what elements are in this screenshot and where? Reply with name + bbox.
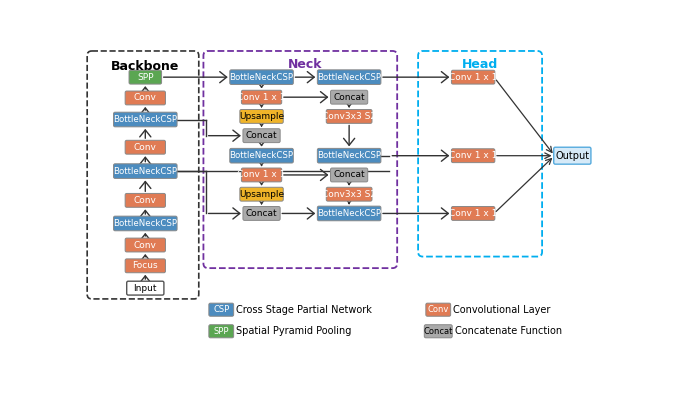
FancyBboxPatch shape: [114, 216, 177, 231]
Text: Conv 1 x 1: Conv 1 x 1: [449, 151, 497, 160]
Text: Upsample: Upsample: [239, 112, 284, 121]
FancyBboxPatch shape: [114, 112, 177, 127]
FancyBboxPatch shape: [426, 303, 451, 316]
Text: Concatenate Function: Concatenate Function: [455, 326, 562, 336]
Text: BottleNeckCSP: BottleNeckCSP: [113, 219, 177, 228]
Text: Head: Head: [462, 59, 498, 71]
FancyBboxPatch shape: [125, 140, 166, 154]
Text: BottleNeckCSP: BottleNeckCSP: [113, 115, 177, 124]
Text: BottleNeckCSP: BottleNeckCSP: [317, 151, 381, 160]
Text: Backbone: Backbone: [111, 60, 179, 73]
FancyBboxPatch shape: [229, 70, 293, 84]
FancyBboxPatch shape: [424, 325, 452, 338]
FancyBboxPatch shape: [125, 259, 166, 273]
Text: BottleNeckCSP: BottleNeckCSP: [229, 73, 294, 82]
FancyBboxPatch shape: [125, 91, 166, 105]
Text: BottleNeckCSP: BottleNeckCSP: [113, 166, 177, 176]
FancyBboxPatch shape: [317, 70, 381, 84]
FancyBboxPatch shape: [125, 238, 166, 252]
Text: SPP: SPP: [137, 73, 153, 82]
FancyBboxPatch shape: [241, 168, 282, 182]
Text: Concat: Concat: [423, 327, 453, 336]
Text: Conv3x3 S2: Conv3x3 S2: [322, 112, 376, 121]
Text: Convolutional Layer: Convolutional Layer: [453, 305, 550, 315]
FancyBboxPatch shape: [209, 325, 234, 338]
Text: Conv: Conv: [134, 94, 157, 103]
FancyBboxPatch shape: [317, 206, 381, 221]
Text: Concat: Concat: [246, 131, 277, 140]
FancyBboxPatch shape: [209, 303, 234, 316]
Text: Focus: Focus: [132, 261, 158, 270]
FancyBboxPatch shape: [331, 168, 368, 182]
FancyBboxPatch shape: [243, 129, 280, 143]
FancyBboxPatch shape: [229, 148, 293, 163]
FancyBboxPatch shape: [553, 147, 591, 164]
FancyBboxPatch shape: [317, 148, 381, 163]
FancyBboxPatch shape: [241, 90, 282, 104]
FancyBboxPatch shape: [127, 281, 164, 295]
Text: Conv 1 x 1: Conv 1 x 1: [449, 209, 497, 218]
Text: Input: Input: [134, 283, 157, 293]
Text: Output: Output: [556, 151, 589, 161]
FancyBboxPatch shape: [451, 70, 495, 84]
FancyBboxPatch shape: [114, 164, 177, 178]
Text: Conv 1 x 1: Conv 1 x 1: [238, 93, 286, 102]
FancyBboxPatch shape: [125, 193, 166, 207]
FancyBboxPatch shape: [243, 206, 280, 220]
Text: Neck: Neck: [288, 59, 322, 71]
FancyBboxPatch shape: [331, 90, 368, 104]
Text: Conv: Conv: [134, 241, 157, 250]
FancyBboxPatch shape: [326, 187, 372, 201]
Text: BottleNeckCSP: BottleNeckCSP: [317, 73, 381, 82]
Text: Concat: Concat: [334, 93, 365, 102]
Text: CSP: CSP: [213, 305, 229, 314]
Text: Conv3x3 S2: Conv3x3 S2: [322, 190, 376, 199]
Text: Concat: Concat: [246, 209, 277, 218]
Text: Cross Stage Partial Network: Cross Stage Partial Network: [236, 305, 372, 315]
FancyBboxPatch shape: [240, 110, 284, 123]
Text: Conv 1 x 1: Conv 1 x 1: [238, 171, 286, 180]
Text: Concat: Concat: [334, 171, 365, 180]
FancyBboxPatch shape: [326, 110, 372, 123]
Text: Conv: Conv: [134, 196, 157, 205]
Text: Conv 1 x 1: Conv 1 x 1: [449, 73, 497, 82]
Text: Upsample: Upsample: [239, 190, 284, 199]
FancyBboxPatch shape: [240, 187, 284, 201]
FancyBboxPatch shape: [451, 149, 495, 163]
Text: SPP: SPP: [214, 327, 229, 336]
Text: Conv: Conv: [134, 143, 157, 152]
FancyBboxPatch shape: [451, 206, 495, 220]
FancyBboxPatch shape: [129, 70, 162, 84]
Text: Spatial Pyramid Pooling: Spatial Pyramid Pooling: [236, 326, 351, 336]
Text: Conv: Conv: [427, 305, 449, 314]
Text: BottleNeckCSP: BottleNeckCSP: [317, 209, 381, 218]
Text: BottleNeckCSP: BottleNeckCSP: [229, 151, 294, 160]
